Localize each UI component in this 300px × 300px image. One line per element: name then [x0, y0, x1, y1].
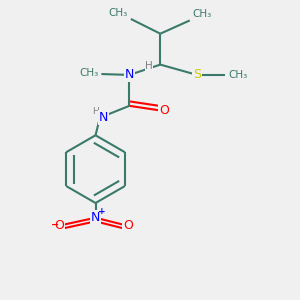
Text: O: O — [123, 219, 133, 232]
Text: S: S — [193, 68, 201, 81]
Text: CH₃: CH₃ — [108, 8, 127, 17]
Text: N: N — [91, 211, 100, 224]
Text: N: N — [99, 111, 108, 124]
Text: −: − — [51, 220, 59, 230]
Text: O: O — [54, 219, 64, 232]
Text: CH₃: CH₃ — [193, 9, 212, 19]
Text: N: N — [125, 68, 134, 81]
Text: O: O — [159, 104, 169, 117]
Text: H: H — [92, 107, 98, 116]
Text: CH₃: CH₃ — [229, 70, 248, 80]
Text: +: + — [98, 207, 106, 216]
Text: H: H — [145, 61, 153, 71]
Text: CH₃: CH₃ — [80, 68, 99, 78]
